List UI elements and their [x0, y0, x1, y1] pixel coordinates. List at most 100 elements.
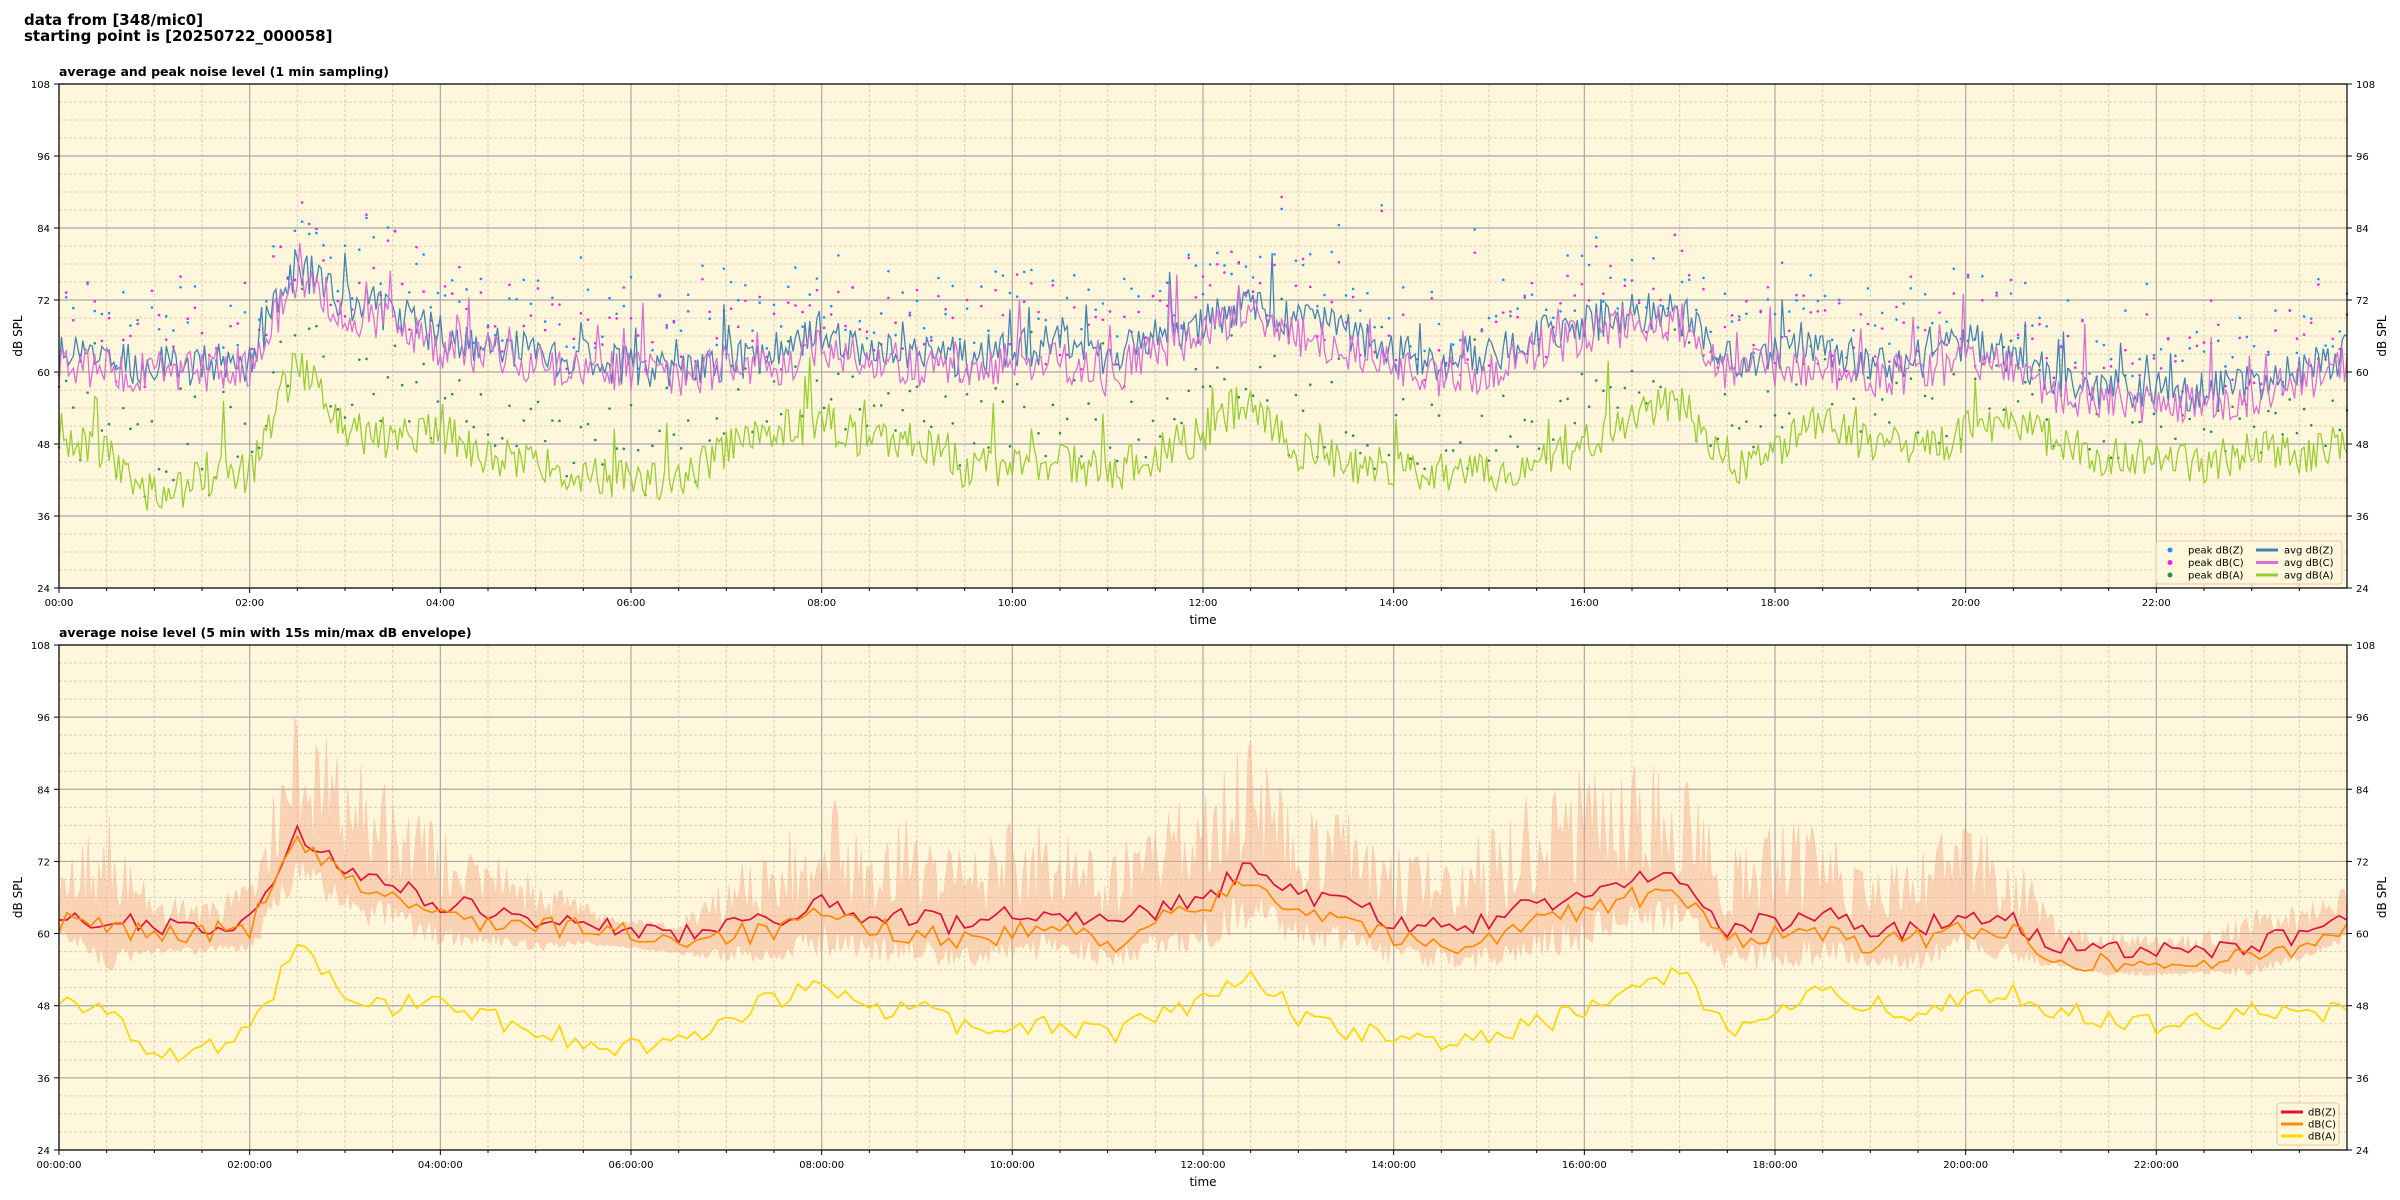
peak-point: [658, 429, 661, 433]
x-tick-label: 16:00:00: [1562, 1160, 1607, 1171]
peak-point: [901, 347, 904, 350]
peak-point: [744, 299, 747, 303]
peak-point: [1723, 392, 1727, 396]
peak-point: [701, 277, 704, 281]
peak-point: [2245, 335, 2249, 339]
peak-point: [2295, 351, 2299, 355]
x-tick-label: 04:00: [426, 598, 455, 609]
y-axis-label-left: dB SPL: [11, 877, 25, 919]
peak-point: [2059, 345, 2063, 349]
peak-point: [322, 259, 325, 262]
peak-point: [2023, 281, 2027, 285]
legend: peak dB(Z)peak dB(C)peak dB(A)avg dB(Z)a…: [2155, 540, 2343, 585]
peak-point: [2174, 437, 2177, 441]
peak-point: [1652, 287, 1655, 291]
legend-label: dB(A): [2308, 1132, 2336, 1143]
peak-point: [408, 291, 411, 294]
peak-point: [672, 319, 676, 323]
peak-point: [2231, 355, 2234, 359]
y-tick-label-left: 36: [37, 1074, 50, 1085]
peak-point: [894, 321, 897, 325]
peak-point: [415, 262, 418, 266]
peak-point: [729, 307, 733, 311]
peak-point: [1473, 228, 1476, 231]
peak-point: [672, 433, 676, 436]
peak-point: [1094, 418, 1098, 421]
peak-point: [1473, 338, 1476, 341]
peak-point: [1780, 426, 1784, 429]
peak-point: [829, 398, 833, 401]
peak-point: [265, 299, 268, 303]
peak-point: [958, 337, 962, 341]
peak-point: [1022, 270, 1026, 274]
peak-point: [1737, 315, 1741, 318]
peak-point: [2281, 433, 2284, 436]
chart-title: average noise level (5 min with 15s min/…: [59, 625, 472, 640]
peak-point: [965, 307, 969, 310]
peak-point: [1480, 329, 1484, 333]
peak-point: [543, 439, 547, 443]
peak-point: [1080, 454, 1083, 458]
peak-point: [64, 295, 68, 299]
peak-point: [1730, 320, 1734, 323]
peak-point: [1730, 424, 1734, 427]
peak-point: [1008, 445, 1012, 448]
peak-point: [1687, 278, 1691, 282]
peak-point: [1123, 277, 1126, 281]
peak-point: [1151, 294, 1155, 298]
peak-point: [729, 280, 733, 284]
peak-point: [665, 386, 669, 390]
peak-point: [150, 306, 154, 309]
peak-point: [1344, 294, 1348, 297]
header-start-point: starting point is [20250722_000058]: [24, 27, 333, 45]
peak-point: [1401, 286, 1405, 289]
peak-point: [987, 446, 990, 449]
peak-point: [329, 404, 333, 408]
peak-point: [1015, 295, 1019, 298]
peak-point: [1759, 425, 1762, 428]
peak-point: [315, 324, 318, 328]
peak-point: [2038, 368, 2041, 372]
peak-point: [1022, 300, 1026, 304]
peak-point: [1087, 402, 1090, 405]
peak-point: [2038, 322, 2041, 326]
peak-point: [379, 282, 383, 286]
peak-point: [186, 317, 189, 321]
x-tick-label: 18:00: [1761, 598, 1790, 609]
peak-point: [1022, 405, 1026, 409]
peak-point: [1573, 421, 1577, 425]
peak-point: [372, 392, 375, 396]
legend-label: peak dB(A): [2188, 571, 2244, 582]
peak-point: [1216, 251, 1219, 255]
peak-point: [1380, 203, 1384, 207]
peak-point: [1602, 389, 1605, 393]
peak-point: [1745, 312, 1748, 316]
peak-point: [1158, 435, 1162, 438]
peak-point: [829, 313, 833, 316]
peak-point: [1730, 314, 1734, 317]
legend-label: peak dB(C): [2188, 558, 2244, 569]
peak-point: [887, 296, 890, 300]
peak-point: [2274, 411, 2277, 415]
peak-point: [393, 230, 397, 233]
y-axis-label-right: dB SPL: [2375, 877, 2389, 919]
peak-point: [865, 330, 869, 333]
peak-point: [1359, 451, 1362, 455]
peak-point: [1766, 285, 1770, 289]
peak-point: [443, 285, 447, 288]
peak-point: [1830, 402, 1834, 406]
peak-point: [779, 325, 783, 328]
peak-point: [2238, 316, 2242, 320]
peak-point: [236, 455, 240, 458]
peak-point: [1552, 438, 1555, 441]
peak-point: [1201, 292, 1205, 296]
peak-point: [2331, 337, 2334, 341]
peak-point: [472, 341, 476, 345]
peak-point: [336, 289, 340, 293]
peak-point: [1602, 292, 1605, 295]
legend-marker: [2167, 560, 2173, 565]
peak-point: [1430, 403, 1434, 406]
peak-point: [408, 328, 411, 331]
peak-point: [1394, 358, 1398, 362]
x-axis-label: time: [1189, 613, 1216, 627]
